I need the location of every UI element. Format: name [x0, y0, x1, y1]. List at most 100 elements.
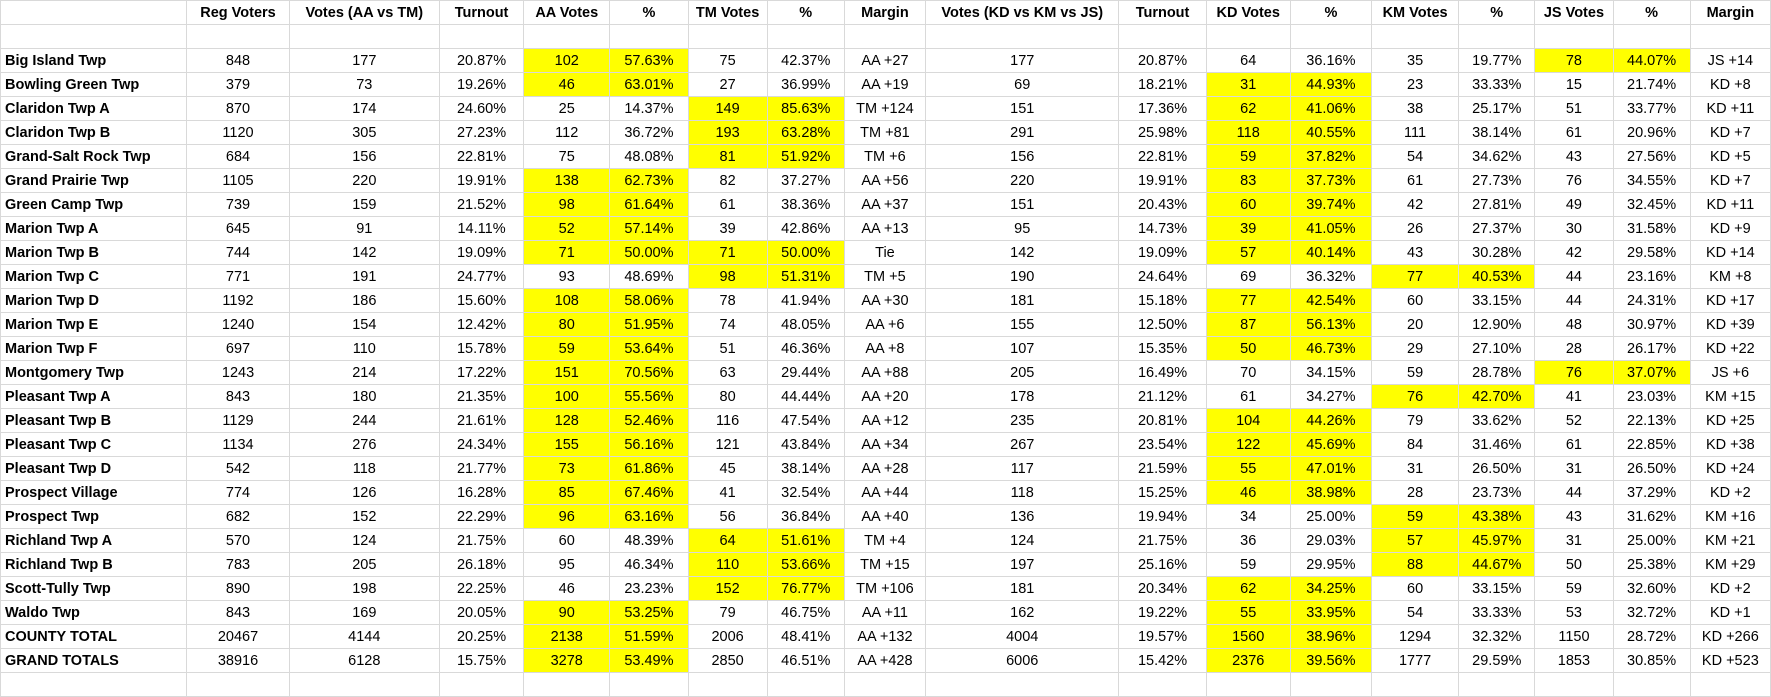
cell: 47.01%: [1289, 456, 1372, 481]
cell: 96: [523, 504, 611, 529]
cell: 111: [1370, 120, 1460, 145]
cell: KD +8: [1689, 72, 1771, 97]
cell: 57: [1370, 528, 1460, 553]
column-header: Margin: [843, 0, 927, 25]
cell: 198: [288, 576, 440, 601]
row-label: Richland Twp A: [0, 528, 188, 553]
cell: 39.74%: [1289, 192, 1372, 217]
cell: 4144: [288, 624, 440, 649]
cell: 142: [925, 240, 1120, 265]
cell: 118: [1205, 120, 1291, 145]
cell: 4004: [925, 624, 1120, 649]
cell: 23.03%: [1612, 384, 1691, 409]
cell: 42.37%: [766, 48, 845, 73]
cell: 61: [1534, 120, 1614, 145]
data-row: Waldo Twp 843 169 20.05% 90 53.25% 79 46.75% AA …: [0, 600, 1771, 625]
cell: 84: [1370, 432, 1460, 457]
cell: 75: [687, 48, 768, 73]
cell: 41.94%: [766, 288, 845, 313]
cell: 61: [1534, 432, 1614, 457]
cell: KD +2: [1689, 480, 1771, 505]
cell: 17.22%: [438, 360, 525, 385]
cell: 43.84%: [766, 432, 845, 457]
cell: 69: [925, 72, 1120, 97]
cell: 46.51%: [766, 648, 845, 673]
cell: 71: [523, 240, 611, 265]
cell: 33.77%: [1612, 96, 1691, 121]
cell: 24.31%: [1612, 288, 1691, 313]
cell: 61: [1370, 168, 1460, 193]
cell: 205: [925, 360, 1120, 385]
cell: 19.09%: [1118, 240, 1207, 265]
cell: 81: [687, 144, 768, 169]
cell: 1777: [1370, 648, 1460, 673]
cell: 169: [288, 600, 440, 625]
cell: KD +17: [1689, 288, 1771, 313]
cell: 45.69%: [1289, 432, 1372, 457]
cell: 100: [523, 384, 611, 409]
data-row: Claridon Twp A 870 174 24.60% 25 14.37% 149 85.…: [0, 96, 1771, 121]
cell: 61: [1205, 384, 1291, 409]
cell: 20: [1370, 312, 1460, 337]
cell: 107: [925, 336, 1120, 361]
cell: 76: [1534, 168, 1614, 193]
cell: 21.35%: [438, 384, 525, 409]
cell: AA +40: [843, 504, 927, 529]
cell: 23.73%: [1458, 480, 1536, 505]
cell: 118: [288, 456, 440, 481]
cell: 53.64%: [609, 336, 689, 361]
cell: 14.73%: [1118, 216, 1207, 241]
cell: 31.58%: [1612, 216, 1691, 241]
cell: 46.75%: [766, 600, 845, 625]
cell: 63: [687, 360, 768, 385]
cell: 1150: [1534, 624, 1614, 649]
cell: AA +44: [843, 480, 927, 505]
cell: 33.33%: [1458, 600, 1536, 625]
cell: AA +13: [843, 216, 927, 241]
row-label: Big Island Twp: [0, 48, 188, 73]
cell: 30: [1534, 216, 1614, 241]
empty-cell: [1612, 24, 1691, 49]
cell: 22.13%: [1612, 408, 1691, 433]
data-row: Marion Twp C 771 191 24.77% 93 48.69% 98 51.31%…: [0, 264, 1771, 289]
cell: 52.46%: [609, 408, 689, 433]
cell: 151: [523, 360, 611, 385]
column-header: Turnout: [438, 0, 525, 25]
cell: KD +523: [1689, 648, 1771, 673]
cell: 36.32%: [1289, 264, 1372, 289]
empty-cell: [609, 24, 689, 49]
row-label: Grand Prairie Twp: [0, 168, 188, 193]
cell: 126: [288, 480, 440, 505]
cell: 152: [288, 504, 440, 529]
cell: 44.07%: [1612, 48, 1691, 73]
cell: 214: [288, 360, 440, 385]
cell: 151: [925, 96, 1120, 121]
cell: 22.25%: [438, 576, 525, 601]
cell: 37.27%: [766, 168, 845, 193]
cell: 80: [523, 312, 611, 337]
data-row: COUNTY TOTAL 20467 4144 20.25% 2138 51.59% 200…: [0, 624, 1771, 649]
cell: 51.61%: [766, 528, 845, 553]
cell: 44.93%: [1289, 72, 1372, 97]
cell: 73: [523, 456, 611, 481]
cell: 36.16%: [1289, 48, 1372, 73]
data-row: Richland Twp B 783 205 26.18% 95 46.34% 110 53.…: [0, 552, 1771, 577]
cell: 49: [1534, 192, 1614, 217]
cell: KD +22: [1689, 336, 1771, 361]
cell: 75: [523, 144, 611, 169]
cell: JS +6: [1689, 360, 1771, 385]
cell: 15.75%: [438, 648, 525, 673]
empty-cell: [186, 24, 290, 49]
cell: 95: [925, 216, 1120, 241]
cell: JS +14: [1689, 48, 1771, 73]
cell: 26.18%: [438, 552, 525, 577]
cell: 32.32%: [1458, 624, 1536, 649]
cell: 98: [687, 264, 768, 289]
cell: 67.46%: [609, 480, 689, 505]
cell: 177: [925, 48, 1120, 73]
cell: 19.77%: [1458, 48, 1536, 73]
cell: 48.08%: [609, 144, 689, 169]
cell: AA +27: [843, 48, 927, 73]
cell: 848: [186, 48, 290, 73]
